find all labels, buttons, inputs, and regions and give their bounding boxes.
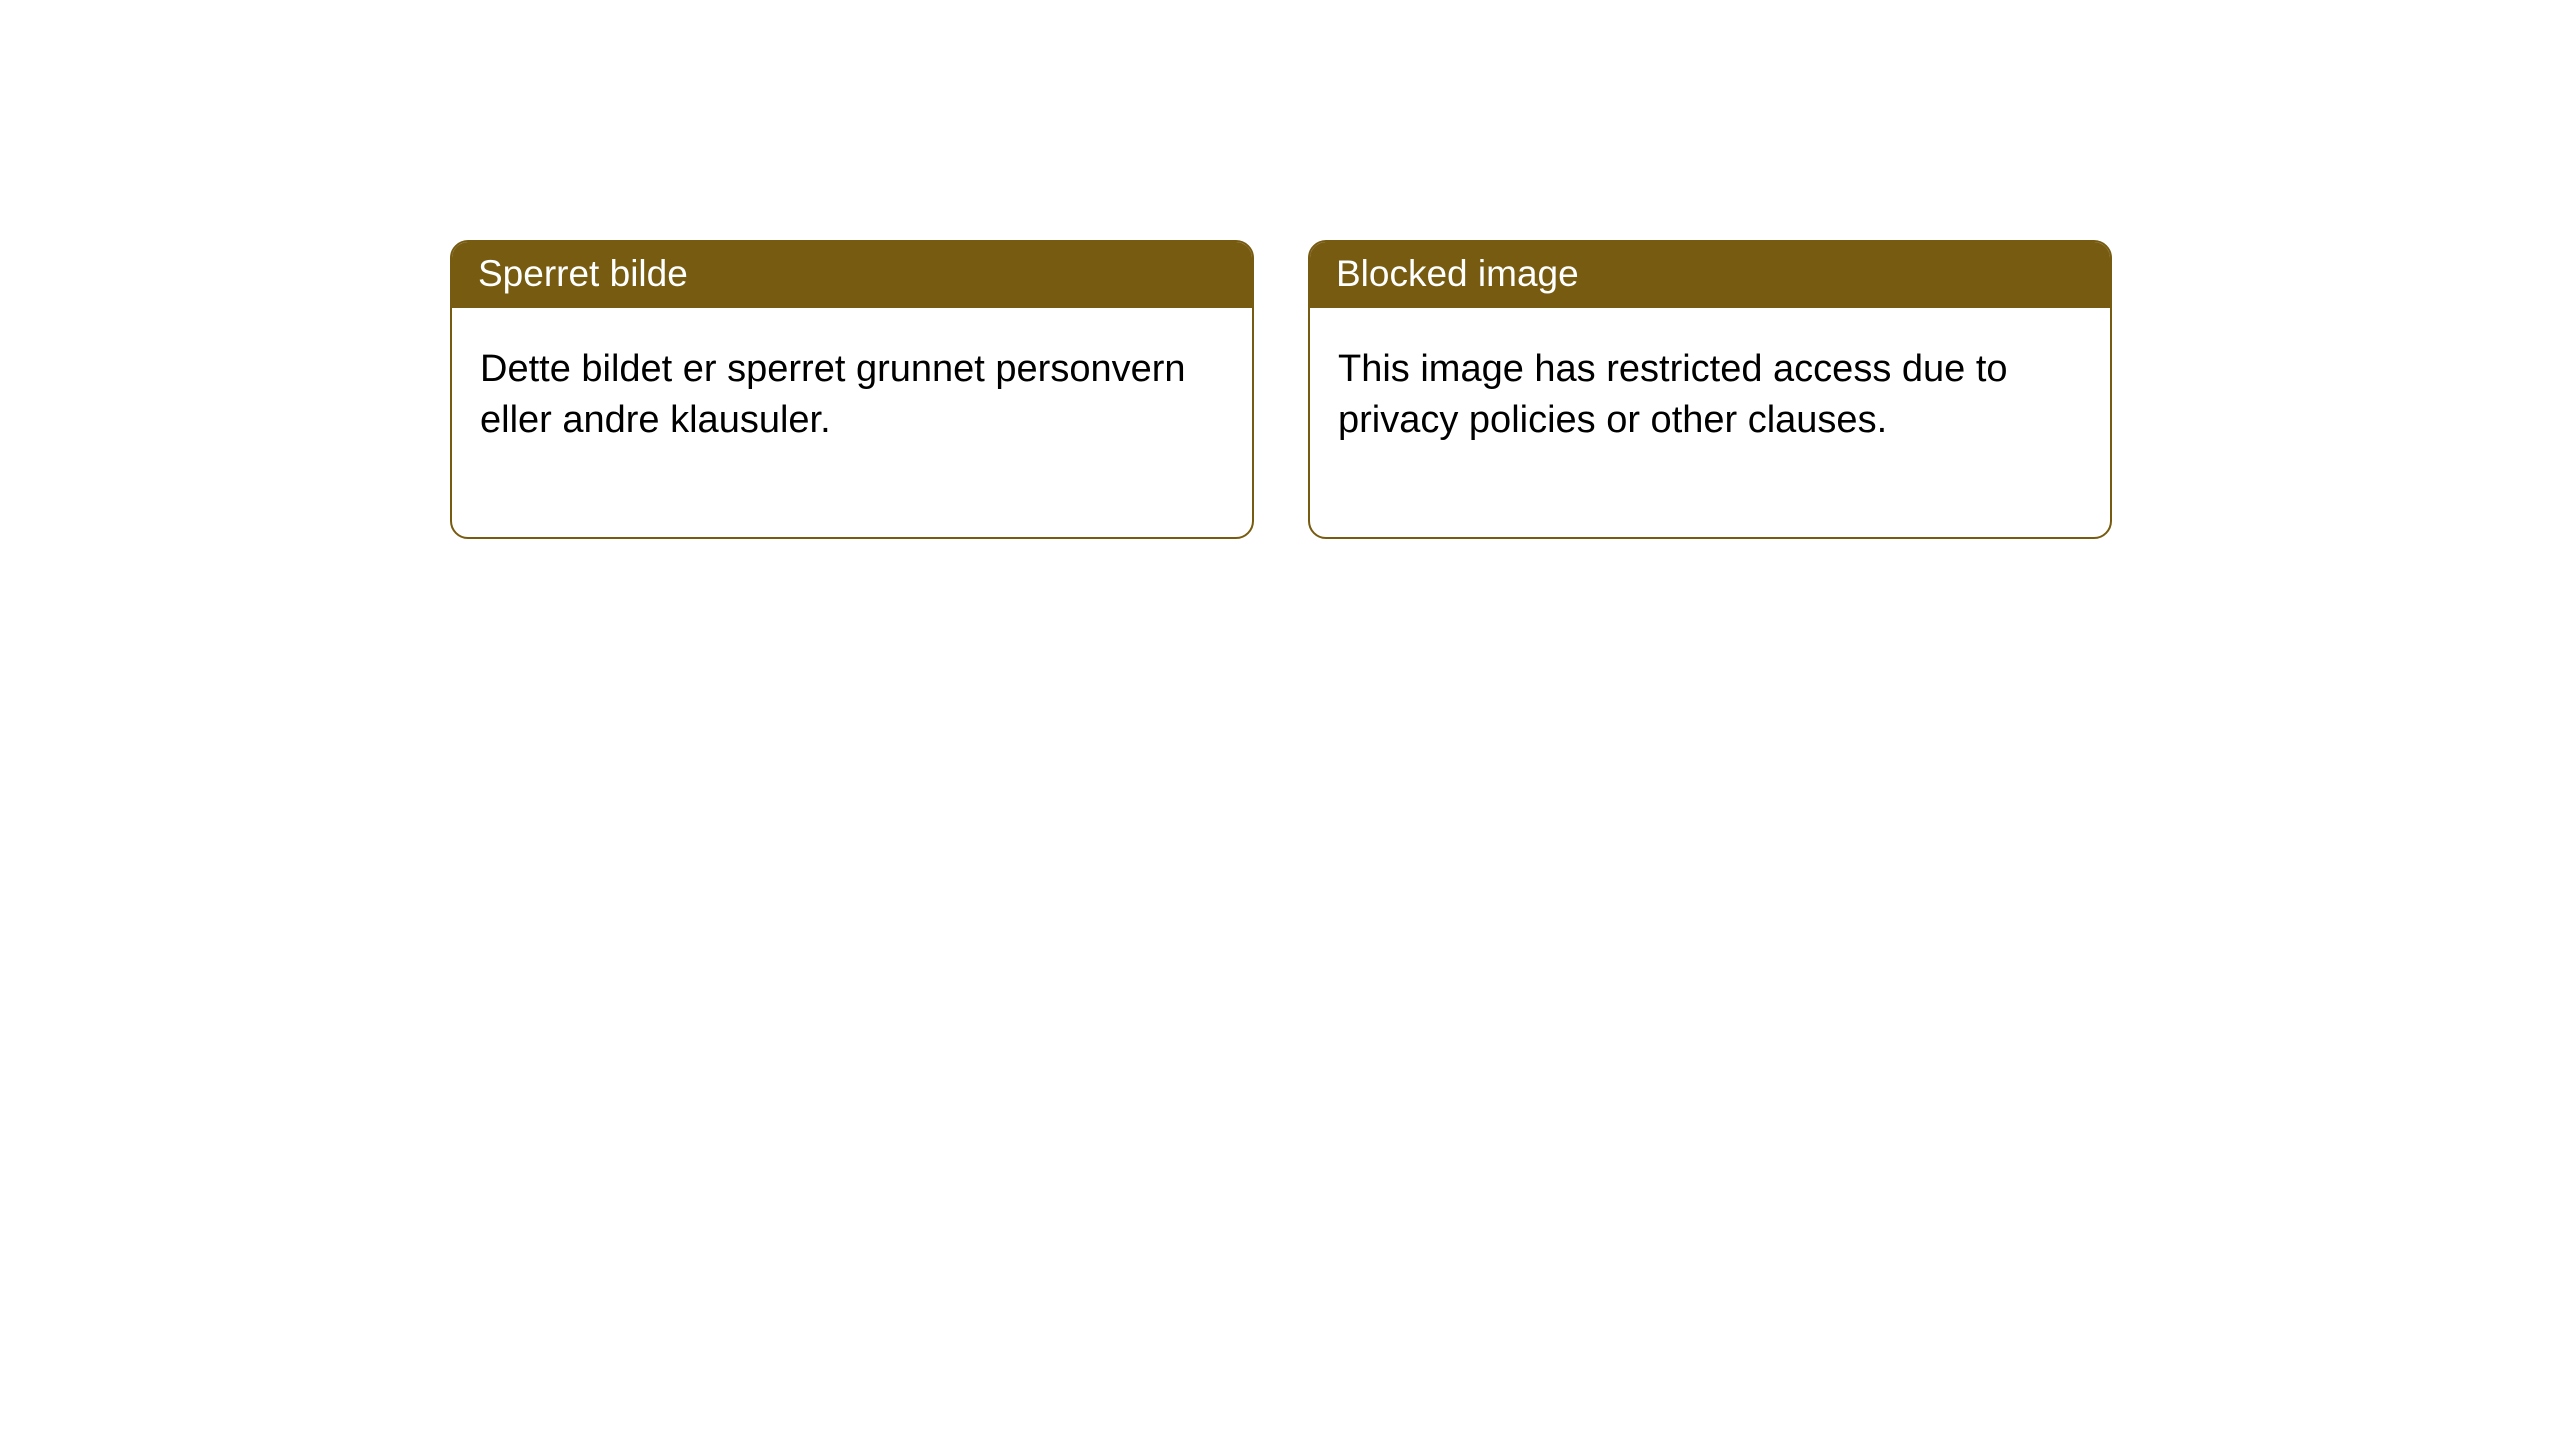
notice-container: Sperret bilde Dette bildet er sperret gr… — [0, 0, 2560, 539]
notice-card-en: Blocked image This image has restricted … — [1308, 240, 2112, 539]
notice-body-en: This image has restricted access due to … — [1310, 308, 2110, 537]
notice-title-en: Blocked image — [1310, 242, 2110, 308]
notice-body-no: Dette bildet er sperret grunnet personve… — [452, 308, 1252, 537]
notice-card-no: Sperret bilde Dette bildet er sperret gr… — [450, 240, 1254, 539]
notice-title-no: Sperret bilde — [452, 242, 1252, 308]
